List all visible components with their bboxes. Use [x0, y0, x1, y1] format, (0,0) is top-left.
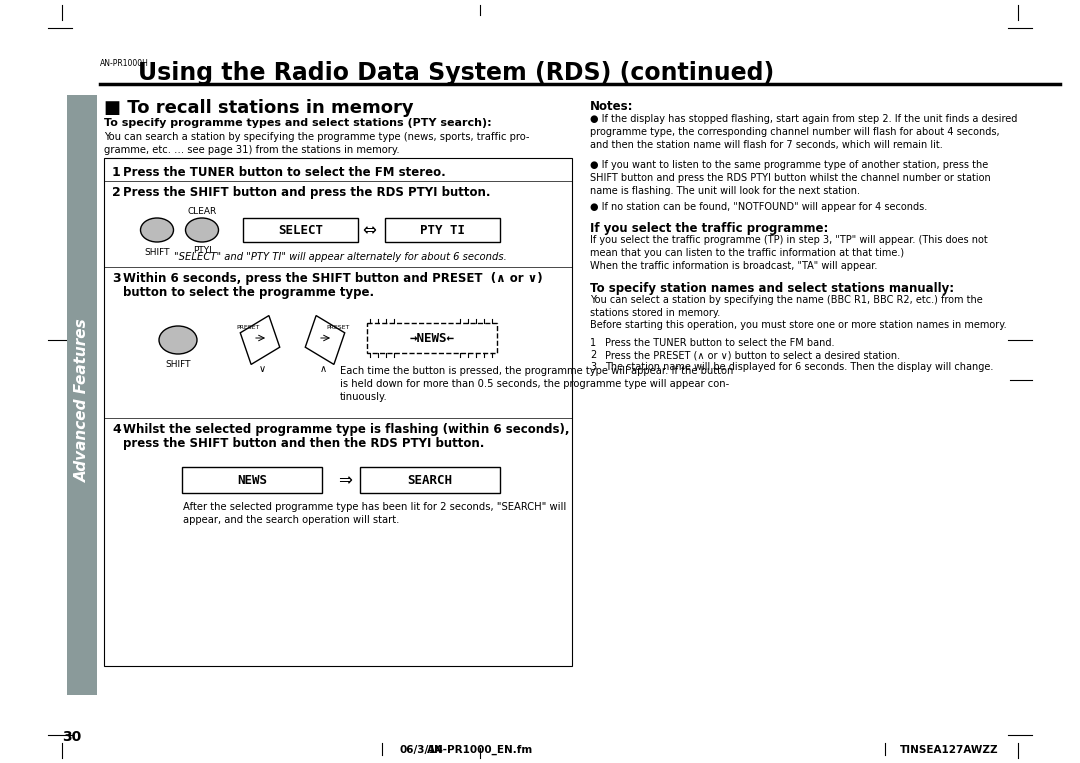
Text: Press the TUNER button to select the FM stereo.: Press the TUNER button to select the FM … [123, 166, 446, 179]
Text: Notes:: Notes: [590, 100, 634, 113]
Text: SELECT: SELECT [278, 224, 323, 237]
Text: press the SHIFT button and then the RDS PTYI button.: press the SHIFT button and then the RDS … [123, 437, 484, 450]
Text: TINSEA127AWZZ: TINSEA127AWZZ [900, 745, 999, 755]
Text: ∨: ∨ [258, 364, 266, 374]
Text: "SELECT" and "PTY TI" will appear alternately for about 6 seconds.: "SELECT" and "PTY TI" will appear altern… [174, 252, 507, 262]
Ellipse shape [140, 218, 174, 242]
Text: If you select the traffic programme (TP) in step 3, "TP" will appear. (This does: If you select the traffic programme (TP)… [590, 235, 988, 272]
Bar [104, 158, 572, 666]
Text: CLEAR: CLEAR [187, 207, 217, 216]
Text: →NEWS←: →NEWS← [409, 331, 455, 345]
Text: ● If the display has stopped flashing, start again from step 2. If the unit find: ● If the display has stopped flashing, s… [590, 114, 1017, 150]
Text: 06/3/14: 06/3/14 [400, 745, 444, 755]
Text: ⇔: ⇔ [362, 221, 376, 239]
Text: 3: 3 [590, 362, 596, 372]
Text: Each time the button is pressed, the programme type will appear. If the button
i: Each time the button is pressed, the pro… [340, 366, 733, 402]
Text: NEWS: NEWS [237, 474, 267, 487]
Bar [367, 323, 497, 353]
Text: AN-PR1000H: AN-PR1000H [100, 59, 149, 67]
Ellipse shape [186, 218, 218, 242]
Text: SHIFT: SHIFT [145, 248, 170, 257]
Polygon shape [306, 316, 345, 365]
Text: To specify station names and select stations manually:: To specify station names and select stat… [590, 282, 954, 295]
Text: AN-PR1000_EN.fm: AN-PR1000_EN.fm [427, 745, 534, 755]
Text: Using the Radio Data System (RDS) (continued): Using the Radio Data System (RDS) (conti… [138, 61, 774, 85]
Text: ■ To recall stations in memory: ■ To recall stations in memory [104, 99, 414, 117]
Text: The station name will be displayed for 6 seconds. Then the display will change.: The station name will be displayed for 6… [605, 362, 994, 372]
Text: ● If no station can be found, "NOTFOUND" will appear for 4 seconds.: ● If no station can be found, "NOTFOUND"… [590, 202, 928, 212]
Ellipse shape [159, 326, 197, 354]
Bar [360, 467, 500, 493]
Text: 3: 3 [112, 272, 121, 285]
Text: Whilst the selected programme type is flashing (within 6 seconds),: Whilst the selected programme type is fl… [123, 423, 569, 436]
Bar [384, 218, 500, 242]
Text: Press the TUNER button to select the FM band.: Press the TUNER button to select the FM … [605, 338, 835, 348]
Text: After the selected programme type has been lit for 2 seconds, "SEARCH" will
appe: After the selected programme type has be… [183, 502, 566, 525]
Text: ⇒: ⇒ [338, 471, 352, 489]
Text: Advanced Features: Advanced Features [75, 318, 90, 482]
Text: Within 6 seconds, press the SHIFT button and PRESET  (∧ or ∨): Within 6 seconds, press the SHIFT button… [123, 272, 542, 285]
Text: SHIFT: SHIFT [165, 360, 191, 369]
Text: 30: 30 [62, 730, 81, 744]
Text: ∧: ∧ [320, 364, 326, 374]
Text: Before starting this operation, you must store one or more station names in memo: Before starting this operation, you must… [590, 320, 1007, 330]
Text: You can search a station by specifying the programme type (news, sports, traffic: You can search a station by specifying t… [104, 132, 529, 155]
Text: Press the PRESET (∧ or ∨) button to select a desired station.: Press the PRESET (∧ or ∨) button to sele… [605, 350, 900, 360]
Text: To specify programme types and select stations (PTY search):: To specify programme types and select st… [104, 118, 491, 128]
FancyBboxPatch shape [67, 95, 97, 695]
Text: You can select a station by specifying the name (BBC R1, BBC R2, etc.) from the
: You can select a station by specifying t… [590, 295, 983, 318]
Text: ● If you want to listen to the same programme type of another station, press the: ● If you want to listen to the same prog… [590, 160, 990, 196]
Text: 1: 1 [112, 166, 121, 179]
Text: PTYI: PTYI [192, 246, 212, 255]
Bar [243, 218, 357, 242]
Text: button to select the programme type.: button to select the programme type. [123, 286, 374, 299]
Text: If you select the traffic programme:: If you select the traffic programme: [590, 222, 828, 235]
Text: PTY TI: PTY TI [419, 224, 464, 237]
Text: 4: 4 [112, 423, 121, 436]
Text: 2: 2 [112, 186, 121, 199]
Text: Press the SHIFT button and press the RDS PTYI button.: Press the SHIFT button and press the RDS… [123, 186, 490, 199]
Polygon shape [240, 316, 280, 365]
Text: 1: 1 [590, 338, 596, 348]
Text: PRESET: PRESET [326, 325, 350, 330]
Text: SEARCH: SEARCH [407, 474, 453, 487]
Bar [183, 467, 322, 493]
Text: 2: 2 [590, 350, 596, 360]
Text: PRESET: PRESET [237, 325, 259, 330]
